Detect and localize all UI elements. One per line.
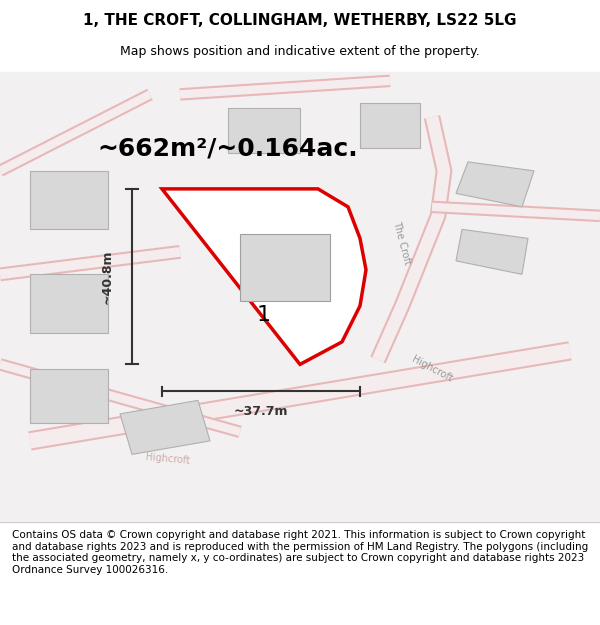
Text: Highcroft: Highcroft (410, 354, 454, 384)
Text: The Croft: The Croft (391, 220, 413, 266)
Polygon shape (228, 108, 300, 153)
Polygon shape (162, 189, 366, 364)
Text: Contains OS data © Crown copyright and database right 2021. This information is : Contains OS data © Crown copyright and d… (12, 530, 588, 575)
Text: 1: 1 (257, 305, 271, 325)
Text: 1, THE CROFT, COLLINGHAM, WETHERBY, LS22 5LG: 1, THE CROFT, COLLINGHAM, WETHERBY, LS22… (83, 12, 517, 28)
Polygon shape (30, 274, 108, 333)
Polygon shape (30, 369, 108, 423)
Polygon shape (456, 229, 528, 274)
Polygon shape (360, 103, 420, 148)
Polygon shape (30, 171, 108, 229)
Polygon shape (456, 162, 534, 207)
Text: ~37.7m: ~37.7m (234, 405, 288, 418)
Polygon shape (240, 234, 330, 301)
Text: Highcroft: Highcroft (145, 452, 191, 466)
Polygon shape (120, 401, 210, 454)
Text: Map shows position and indicative extent of the property.: Map shows position and indicative extent… (120, 45, 480, 58)
Text: ~662m²/~0.164ac.: ~662m²/~0.164ac. (98, 136, 358, 161)
Text: ~40.8m: ~40.8m (101, 249, 114, 304)
